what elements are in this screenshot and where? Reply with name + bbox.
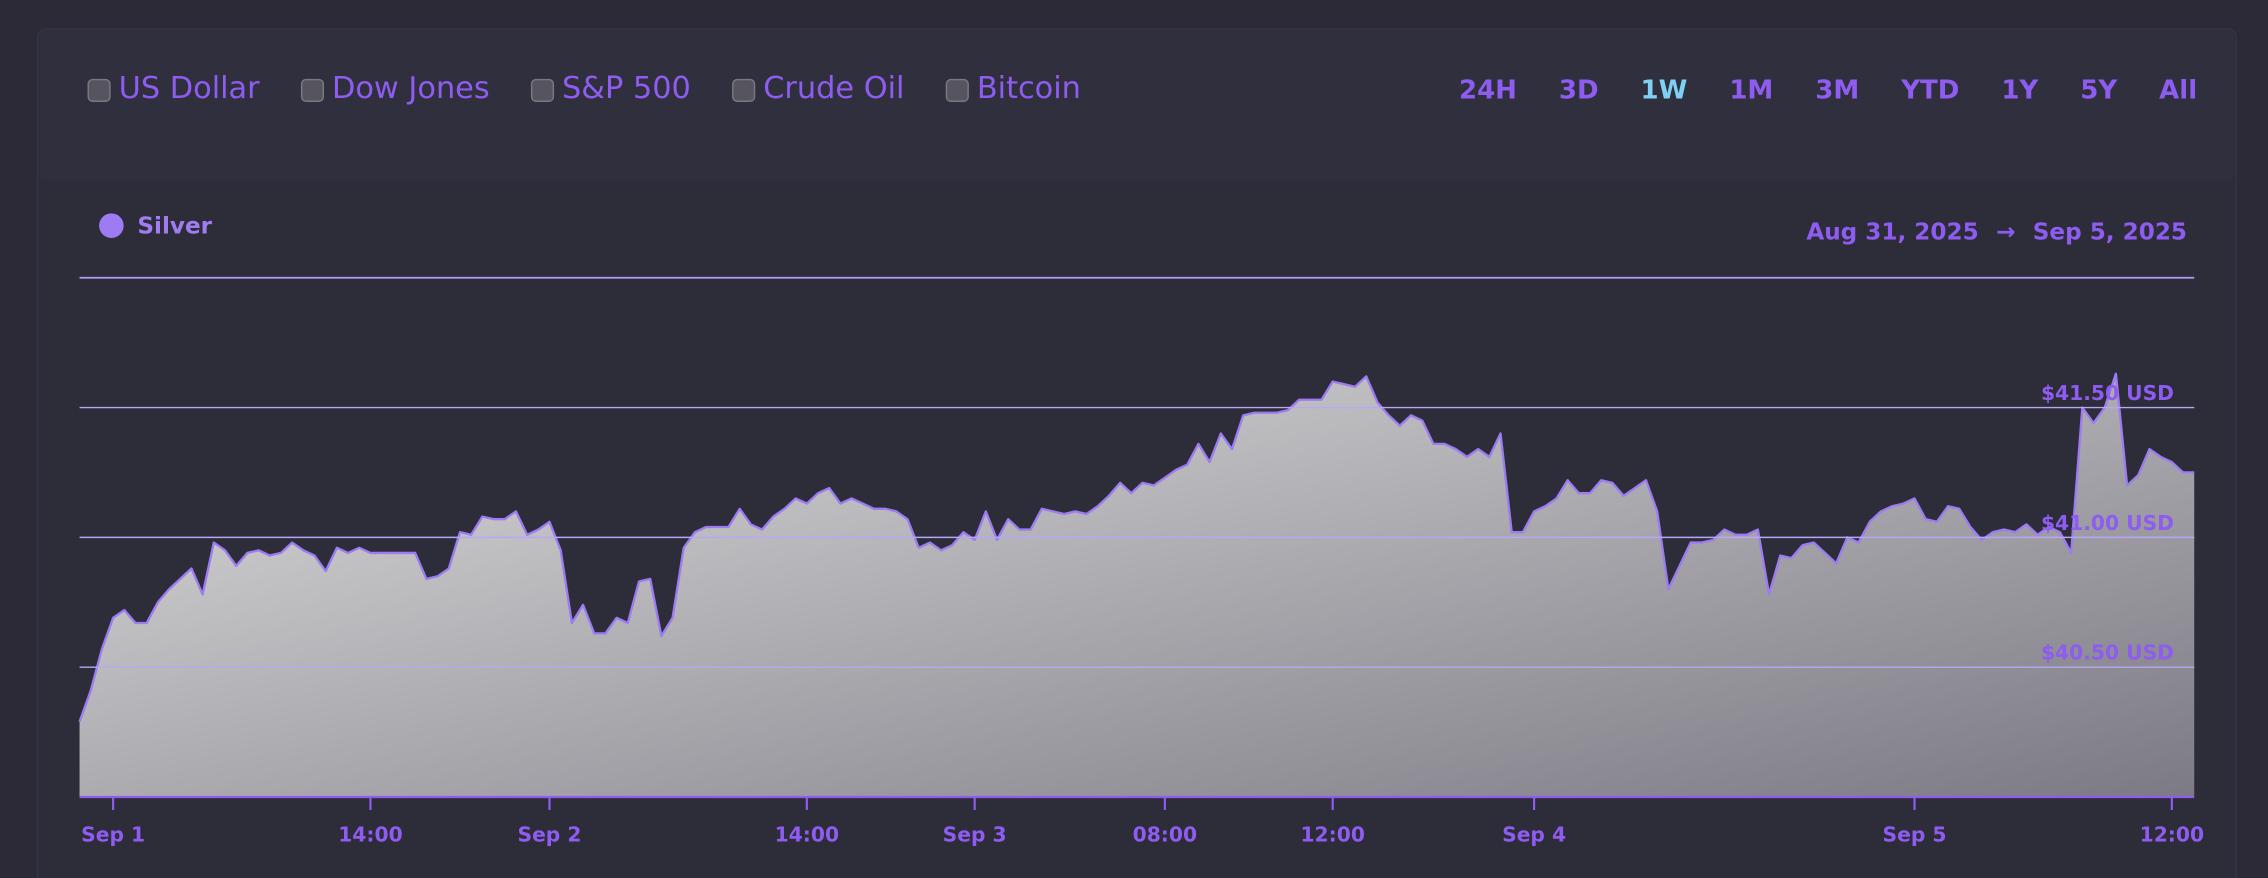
filter-toggle[interactable]: Crude Oil xyxy=(732,71,905,106)
date-end: Sep 5, 2025 xyxy=(2033,219,2187,245)
filter-toggle[interactable]: US Dollar xyxy=(87,71,261,106)
filter-toggle[interactable]: S&P 500 xyxy=(530,71,691,106)
x-tick-label: Sep 2 xyxy=(517,823,581,847)
range-button[interactable]: All xyxy=(2159,76,2197,106)
y-tick-label: $40.50 USD xyxy=(2041,641,2174,665)
y-tick-label: $41.50 USD xyxy=(2041,381,2174,405)
filter-toggle[interactable]: Dow Jones xyxy=(300,71,490,106)
y-tick-label: $41.00 USD xyxy=(2041,511,2174,535)
x-tick-label: Sep 1 xyxy=(81,823,145,847)
x-tick-label: Sep 3 xyxy=(943,823,1007,847)
range-button[interactable]: 1Y xyxy=(2001,76,2039,106)
checkbox xyxy=(732,78,756,102)
legend-marker xyxy=(99,213,124,238)
area-line xyxy=(78,372,2195,723)
checkbox xyxy=(300,78,325,102)
range-button[interactable]: YTD xyxy=(1900,76,1959,106)
x-tick-label: Sep 5 xyxy=(1883,823,1947,847)
plot: Sep 5, 2025 → Aug 31, 2025 Silver $40.50 USD… xyxy=(78,213,2204,847)
x-tick-label: 14:00 xyxy=(775,823,839,847)
header-band xyxy=(39,30,2235,181)
range-button[interactable]: 3D xyxy=(1559,76,1599,106)
range-bar: All 5Y 1Y YTD 3M 1M 1W 3D 24H xyxy=(1459,76,2197,106)
range-button[interactable]: 24H xyxy=(1459,76,1517,106)
range-button[interactable]: 1W xyxy=(1641,76,1688,106)
checkbox xyxy=(87,78,111,102)
x-tick-label: 14:00 xyxy=(338,823,402,847)
x-tick-label: 12:00 xyxy=(2140,823,2204,847)
filter-label: Crude Oil xyxy=(763,71,904,106)
filter-toggle[interactable]: Bitcoin xyxy=(945,71,1081,106)
area-fill xyxy=(79,373,2195,797)
range-button[interactable]: 1M xyxy=(1729,76,1773,106)
x-tick-label: Sep 4 xyxy=(1502,823,1566,847)
x-tick-label: 12:00 xyxy=(1300,823,1364,847)
x-tick-label: 08:00 xyxy=(1133,823,1197,847)
checkbox xyxy=(945,78,969,102)
filter-label: S&P 500 xyxy=(562,71,691,106)
range-button[interactable]: 5Y xyxy=(2080,76,2118,106)
filter-label: US Dollar xyxy=(119,71,261,106)
legend-label: Silver xyxy=(137,214,212,240)
filter-bar: US Dollar Dow Jones S&P 500 Crude Oil Bitcoi… xyxy=(87,71,1081,106)
date-arrow: → xyxy=(1996,219,2015,245)
filter-label: Dow Jones xyxy=(332,71,490,106)
date-start: Aug 31, 2025 xyxy=(1806,219,1978,245)
range-button[interactable]: 3M xyxy=(1815,76,1859,106)
checkbox xyxy=(530,78,555,102)
filter-label: Bitcoin xyxy=(977,71,1081,106)
